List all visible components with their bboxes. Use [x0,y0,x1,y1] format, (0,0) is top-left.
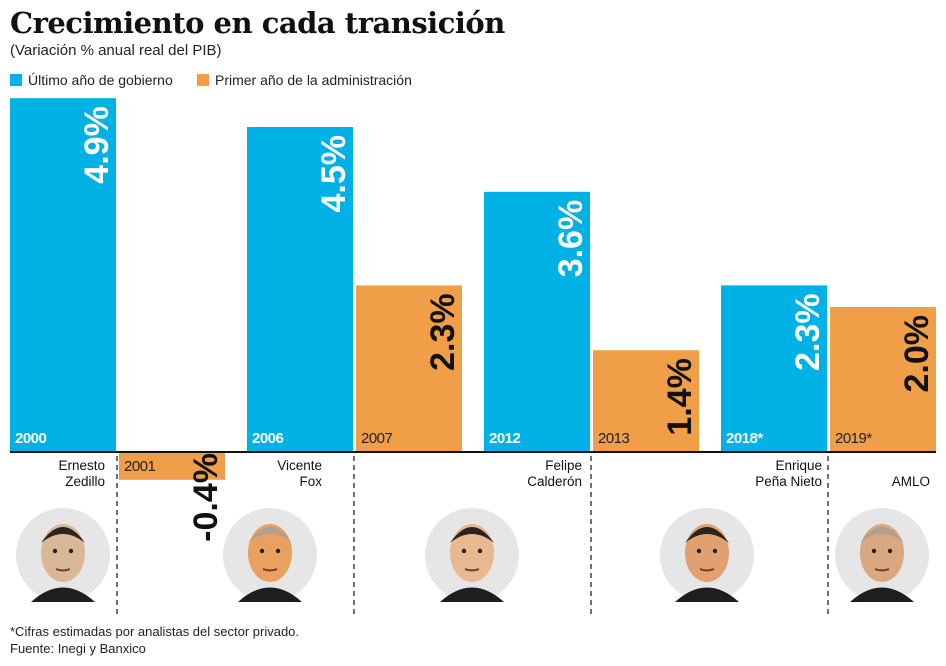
footnote: *Cifras estimadas por analistas del sect… [10,624,300,639]
portrait-suit [31,587,95,602]
value-label: 4.5% [315,135,353,213]
bar-2012 [484,191,590,452]
legend-swatch [197,74,209,86]
portrait-face [41,524,85,582]
bar-2019* [830,307,936,451]
chart-title: Crecimiento en cada transición [10,6,505,40]
year-label: 2013 [598,430,630,447]
portrait-eye [477,548,483,554]
year-label: 2012 [489,430,521,447]
portrait-eye [461,548,467,554]
portrait-eye [259,548,265,554]
portrait-hair [450,527,494,543]
president-name-line1: Vicente [277,458,322,473]
year-label: 2000 [15,430,47,447]
bar-2013 [593,350,699,451]
year-label: 2006 [252,430,284,447]
portrait-mouth [55,568,71,572]
value-label: 1.4% [661,358,699,436]
year-label: 2001 [124,458,156,475]
legend-label: Primer año de la administración [215,72,412,88]
year-label: 2007 [361,430,393,447]
president-name-line2: Zedillo [65,474,105,489]
bar-2006 [247,127,353,451]
portrait-hair [41,527,85,543]
legend-item-blue: Último año de gobierno [10,72,173,88]
bar-2001 [119,451,225,480]
bar-2007 [356,285,462,451]
value-label: 2.3% [424,293,462,371]
value-label: 4.9% [78,106,116,184]
legend-swatch [10,74,22,86]
portrait-hair [248,527,292,543]
portrait-mouth [874,568,890,572]
source: Fuente: Inegi y Banxico [10,641,146,656]
portrait-eye [696,548,702,554]
portrait-eye [52,548,58,554]
legend-item-orange: Primer año de la administración [197,72,412,88]
portrait-mouth [262,568,278,572]
bar-2000 [10,98,116,451]
portrait-suit [675,587,739,602]
portrait-eye [871,548,877,554]
year-label: 2019* [835,430,872,447]
portrait-mouth [699,568,715,572]
portrait-eye [275,548,281,554]
portrait-suit [850,587,914,602]
chart-subtitle: (Variación % anual real del PIB) [10,42,222,59]
portrait-eye [68,548,74,554]
president-name-line1: Ernesto [58,458,105,473]
portrait-eye [712,548,718,554]
bar-2018* [721,285,827,451]
portrait-face [248,524,292,582]
president-name-line1: Felipe [545,458,582,473]
president-name-line2: AMLO [892,474,930,489]
value-label: -0.4% [187,453,225,542]
value-label: 2.0% [898,315,936,393]
legend-label: Último año de gobierno [28,72,173,88]
president-name-line1: Enrique [775,458,822,473]
value-label: 3.6% [552,200,590,277]
portrait-face [450,524,494,582]
portrait-hair [685,527,729,543]
president-name-line2: Peña Nieto [755,474,822,489]
portrait-suit [238,587,302,602]
value-label: 2.3% [789,293,827,371]
year-label: 2018* [726,430,763,447]
portrait-hair [860,527,904,543]
portrait-eye [887,548,893,554]
portrait-face [685,524,729,582]
portrait-mouth [464,568,480,572]
president-name-line2: Calderón [527,474,582,489]
portrait-suit [440,587,504,602]
portrait-face [860,524,904,582]
president-name-line2: Fox [299,474,322,489]
